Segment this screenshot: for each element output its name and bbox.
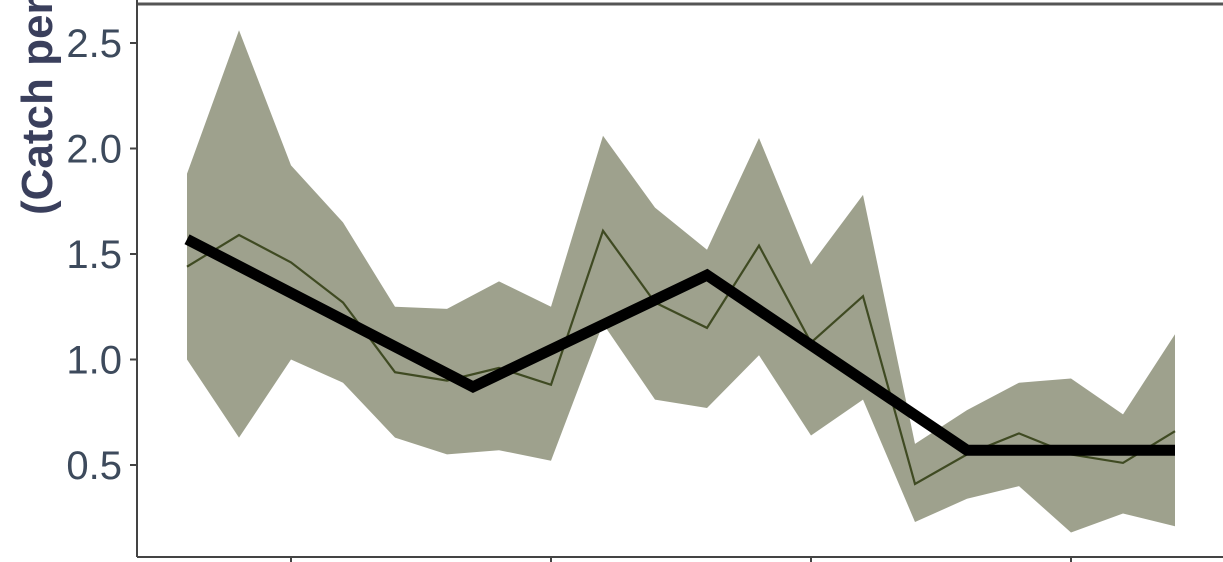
y-tick-label: 2.5 <box>66 22 122 66</box>
y-tick-label: 1.5 <box>66 233 122 277</box>
y-axis-ticks: 0.5 1.0 1.5 2.0 2.5 <box>66 22 137 488</box>
trend-line <box>184 234 1175 456</box>
confidence-ribbon <box>187 30 1175 533</box>
y-axis-title: (Catch per <box>13 0 62 215</box>
y-tick-label: 1.0 <box>66 339 122 383</box>
y-tick-label: 0.5 <box>66 444 122 488</box>
cpue-line <box>186 228 1176 486</box>
x-axis-ticks <box>290 557 1072 562</box>
y-tick-label: 2.0 <box>66 128 122 172</box>
